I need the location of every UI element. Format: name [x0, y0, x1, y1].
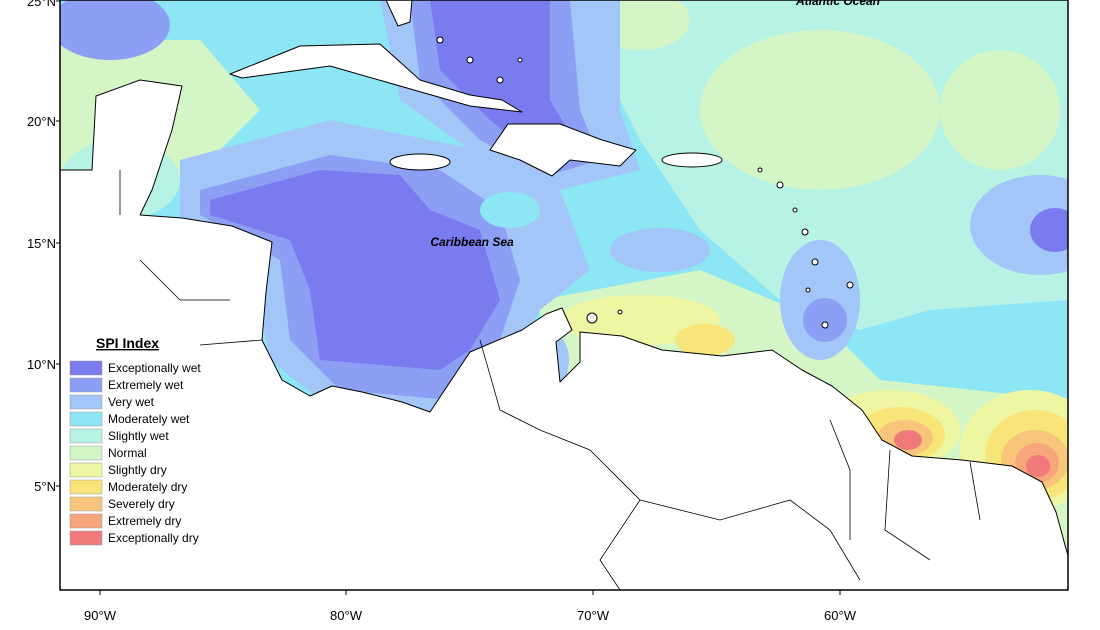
spi-region	[894, 430, 922, 450]
legend-swatch	[69, 411, 103, 427]
legend-swatch	[69, 462, 103, 478]
legend-label: Exceptionally wet	[108, 361, 201, 375]
longitude-label: 60°W	[824, 608, 857, 623]
jamaica	[389, 153, 451, 171]
legend-swatch	[69, 479, 103, 495]
legend-label: Slightly wet	[108, 429, 169, 443]
legend-swatch	[69, 360, 103, 376]
legend-label: Severely dry	[108, 497, 175, 511]
latitude-label: 15°N	[27, 236, 56, 251]
spi-region	[1030, 208, 1068, 252]
longitude-label: 80°W	[330, 608, 363, 623]
latitude-label: 25°N	[27, 0, 56, 9]
spi-region	[970, 175, 1068, 275]
small-islands	[436, 36, 854, 329]
legend-title: SPI Index	[96, 335, 159, 351]
spi-region	[60, 0, 170, 60]
legend-swatch	[69, 513, 103, 529]
legend-swatch	[69, 394, 103, 410]
legend-label: Very wet	[108, 395, 155, 409]
land	[60, 0, 1068, 590]
legend-label: Moderately dry	[108, 480, 187, 494]
puerto-rico	[661, 152, 723, 168]
cuba	[229, 43, 523, 113]
legend: SPI Index Exceptionally wet Extremely wet V…	[69, 335, 201, 546]
legend-label: Extremely wet	[108, 378, 184, 392]
mainland	[60, 79, 1068, 590]
spi-region	[675, 324, 735, 356]
legend-swatch	[69, 377, 103, 393]
longitude-label: 70°W	[577, 608, 610, 623]
country-border	[119, 170, 981, 590]
spi-region	[1026, 455, 1050, 477]
legend-swatch	[69, 445, 103, 461]
legend-swatch	[69, 496, 103, 512]
spi-region	[940, 50, 1060, 170]
spi-region	[430, 0, 580, 160]
spi-region	[700, 30, 940, 190]
legend-swatch	[69, 530, 103, 546]
spi-region	[803, 298, 847, 342]
ocean-label: Atlantic Ocean	[795, 0, 880, 8]
map-frame	[59, 0, 1069, 591]
spi-region	[480, 192, 540, 228]
legend-swatch	[69, 428, 103, 444]
legend-label: Normal	[108, 446, 147, 460]
latitude-label: 10°N	[27, 357, 56, 372]
longitude-label: 90°W	[84, 608, 117, 623]
florida	[385, 0, 413, 27]
legend-label: Exceptionally dry	[108, 531, 199, 545]
spi-region	[210, 170, 500, 370]
legend-label: Moderately wet	[108, 412, 190, 426]
graticule-labels: 25°N 20°N 15°N 10°N 5°N 90°W 80°W 70°W 60°W	[27, 0, 857, 623]
legend-label: Slightly dry	[108, 463, 167, 477]
hispaniola	[489, 123, 637, 177]
spi-region	[610, 228, 710, 272]
legend-label: Extremely dry	[108, 514, 181, 528]
latitude-label: 5°N	[34, 479, 56, 494]
latitude-label: 20°N	[27, 114, 56, 129]
sea-label: Caribbean Sea	[430, 235, 514, 249]
